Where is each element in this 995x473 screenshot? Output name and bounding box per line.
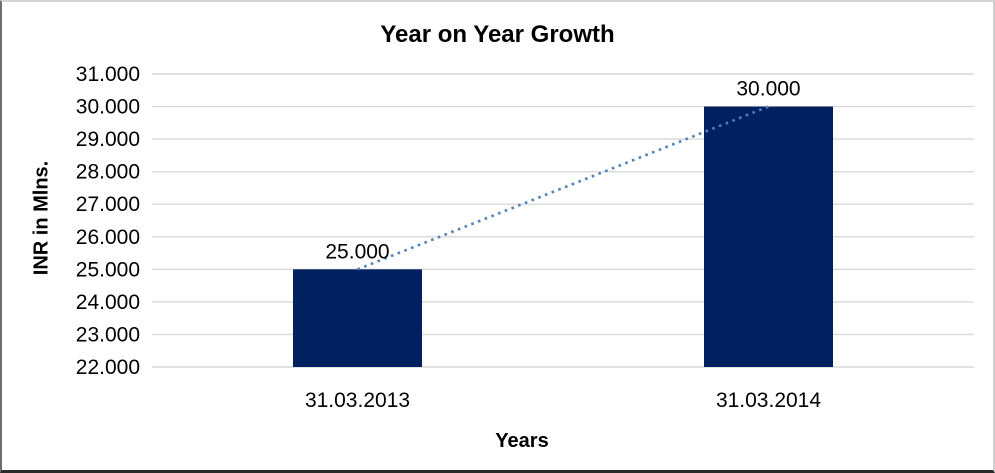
x-axis-title: Years: [495, 430, 549, 452]
y-tick-label: 28.000: [76, 161, 140, 184]
chart-title: Year on Year Growth: [380, 21, 615, 48]
bar-31.03.2013[interactable]: [293, 269, 422, 367]
bar-31.03.2014[interactable]: [704, 106, 833, 368]
data-label: 30.000: [736, 78, 800, 101]
x-tick-label: 31.03.2014: [716, 389, 821, 412]
y-tick-label: 25.000: [76, 258, 140, 281]
y-axis-title: INR in Mlns.: [30, 160, 53, 276]
y-tick-label: 23.000: [76, 323, 140, 346]
y-tick-label: 22.000: [76, 356, 140, 379]
y-tick-label: 30.000: [76, 96, 140, 119]
y-tick-label: 27.000: [76, 193, 140, 216]
y-tick-label: 24.000: [76, 291, 140, 314]
trendline[interactable]: [357, 105, 769, 271]
data-label: 25.000: [325, 240, 389, 263]
y-tick-label: 31.000: [76, 63, 140, 86]
y-tick-label: 29.000: [76, 128, 140, 151]
y-tick-label: 26.000: [76, 226, 140, 249]
x-tick-label: 31.03.2013: [305, 389, 410, 412]
